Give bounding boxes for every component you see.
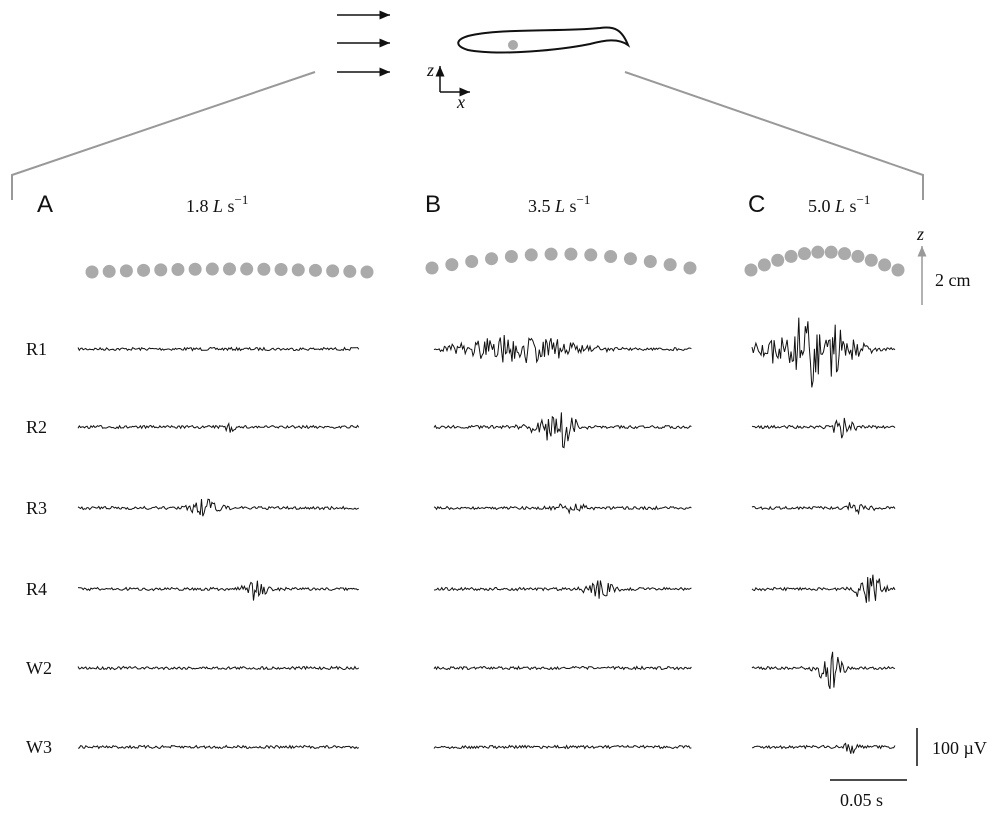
body-marker	[784, 249, 798, 263]
flow-arrows	[337, 10, 390, 77]
emg-trace	[433, 744, 692, 750]
electrode-site	[508, 40, 518, 50]
body-marker	[744, 263, 758, 277]
emg-trace	[433, 412, 692, 449]
speed-label: 5.0 L s−1	[808, 192, 870, 216]
body-marker	[223, 262, 236, 276]
depth-axis: z	[916, 224, 924, 244]
body-marker	[623, 252, 637, 266]
body-marker	[465, 254, 479, 268]
zoom-line	[624, 71, 924, 200]
axes-icon	[435, 66, 470, 97]
time-unit: s	[570, 196, 577, 216]
body-marker	[864, 253, 878, 267]
panel-label: B	[425, 191, 441, 218]
body-marker	[771, 253, 785, 267]
body-marker	[291, 263, 305, 277]
panel-label: A	[37, 191, 53, 218]
body-marker	[425, 261, 439, 275]
emg-trace	[433, 665, 692, 671]
emg-trace	[77, 346, 360, 352]
emg-trace	[77, 744, 360, 750]
body-marker	[544, 247, 558, 261]
body-marker	[584, 248, 598, 262]
body-marker	[524, 248, 538, 262]
row-label: R4	[26, 579, 47, 599]
emg-trace	[751, 502, 896, 516]
body-marker	[878, 258, 892, 272]
emg-trace	[433, 334, 692, 364]
speed-value: 1.8	[186, 196, 209, 216]
fish-outline	[457, 26, 631, 54]
speed-value: 3.5	[528, 196, 551, 216]
emg-trace	[77, 580, 359, 601]
emg-trace	[751, 417, 896, 439]
body-marker	[188, 262, 202, 276]
row-label: W3	[26, 737, 52, 757]
voltage-scale: 100 µV	[932, 738, 987, 758]
zoom-line	[11, 71, 316, 200]
emg-trace	[433, 503, 692, 515]
body-marker	[891, 263, 905, 277]
body-marker	[360, 265, 374, 279]
body-marker	[663, 258, 677, 272]
emg-trace	[751, 574, 896, 603]
body-marker	[683, 261, 697, 275]
axis-x: x	[456, 92, 465, 112]
speed-label: 1.8 L s−1	[186, 192, 248, 216]
body-marker	[564, 247, 578, 261]
exponent: −1	[857, 192, 871, 207]
emg-trace	[751, 651, 896, 689]
body-marker	[154, 263, 168, 277]
body-marker	[257, 262, 271, 276]
body-marker	[240, 262, 254, 276]
body-marker	[504, 249, 518, 263]
body-marker	[851, 249, 865, 263]
body-marker	[797, 247, 811, 261]
body-marker	[604, 249, 618, 263]
speed-label: 3.5 L s−1	[528, 192, 590, 216]
time-scale: 0.05 s	[840, 790, 883, 810]
emg-trace	[77, 665, 360, 671]
body-marker	[445, 258, 459, 272]
body-marker	[308, 263, 322, 277]
row-label: R1	[26, 339, 47, 359]
depth-scale: 2 cm	[935, 270, 971, 290]
speed-value: 5.0	[808, 196, 831, 216]
body-marker	[824, 245, 838, 259]
length-unit: L	[212, 196, 223, 216]
axis-z: z	[426, 60, 434, 80]
body-marker	[811, 245, 825, 259]
row-label: R2	[26, 417, 47, 437]
length-unit: L	[834, 196, 845, 216]
body-marker	[102, 264, 116, 278]
emg-trace	[751, 317, 896, 388]
length-unit: L	[554, 196, 565, 216]
body-marker	[119, 264, 133, 278]
body-marker	[643, 254, 657, 268]
row-label: R3	[26, 498, 47, 518]
emg-trace	[751, 742, 896, 754]
body-marker	[274, 263, 288, 277]
body-marker	[485, 252, 499, 266]
time-unit: s	[228, 196, 235, 216]
row-label: W2	[26, 658, 52, 678]
body-marker	[343, 264, 357, 278]
body-marker	[137, 263, 151, 277]
emg-trace	[77, 498, 360, 517]
emg-trace	[433, 580, 692, 599]
exponent: −1	[577, 192, 591, 207]
panel-label: C	[748, 191, 765, 218]
body-marker	[838, 247, 852, 261]
exponent: −1	[235, 192, 249, 207]
body-marker	[85, 265, 99, 279]
time-unit: s	[850, 196, 857, 216]
body-marker	[205, 262, 219, 276]
body-marker	[171, 263, 185, 277]
body-marker	[326, 264, 340, 278]
body-marker	[757, 258, 771, 272]
emg-trace	[77, 421, 360, 433]
